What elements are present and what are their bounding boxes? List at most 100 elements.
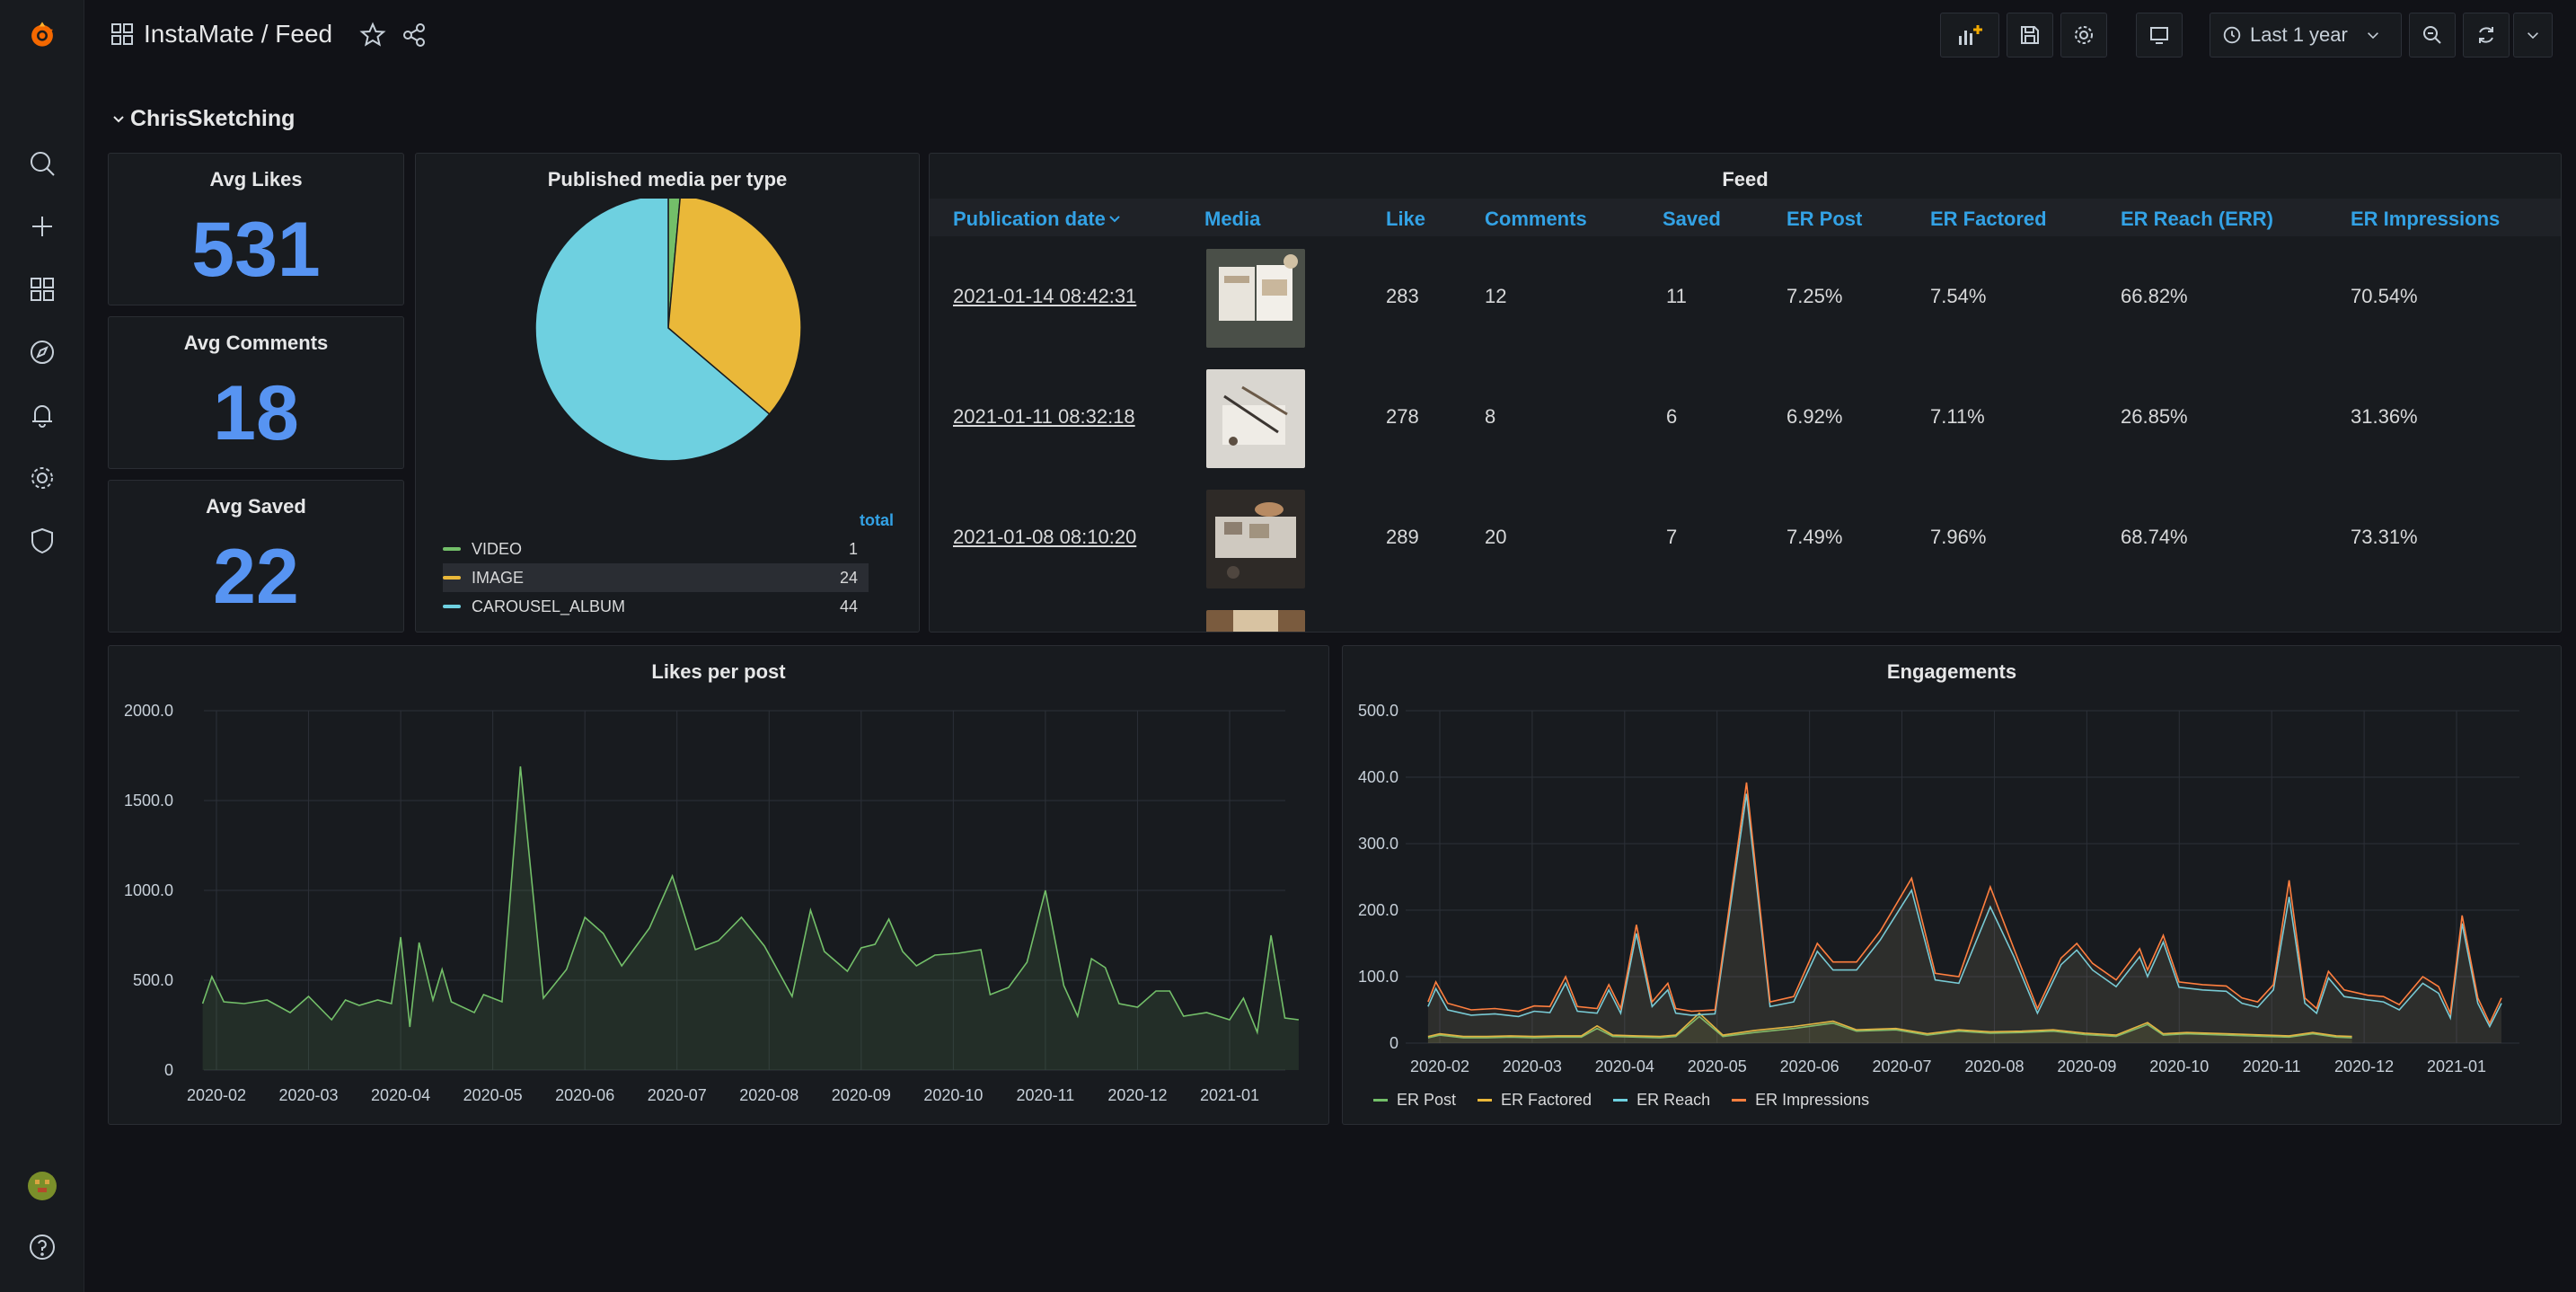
- avatar[interactable]: [24, 1168, 60, 1204]
- series-line[interactable]: [1427, 1015, 2352, 1039]
- panel-title: Engagements: [1886, 660, 2017, 683]
- column-header-comments[interactable]: Comments: [1485, 208, 1587, 230]
- table-cell-comments: 8: [1485, 405, 1496, 428]
- y-tick-label: 1500.0: [124, 792, 173, 810]
- engagements-chart: 0 100.0 200.0 300.0 400.0 500.0 2020-02 2020-03…: [1358, 702, 2519, 1075]
- column-header-er-impressions[interactable]: ER Impressions: [2351, 208, 2501, 230]
- column-header-publication-date[interactable]: Publication date: [953, 208, 1106, 230]
- stat-panel-avg-comments[interactable]: Avg Comments 18: [108, 316, 404, 469]
- legend-swatch: [1478, 1098, 1493, 1102]
- x-tick-label: 2020-07: [648, 1086, 707, 1104]
- series-line[interactable]: [1427, 1012, 2352, 1038]
- alert-bell-icon[interactable]: [24, 397, 60, 433]
- y-tick-label: 0: [164, 1061, 173, 1079]
- series-area: [1427, 793, 2501, 1043]
- pie-panel[interactable]: Published media per type total VIDEO 1 I…: [415, 153, 920, 633]
- zoom-out-icon: [2423, 26, 2441, 44]
- feed-table-panel[interactable]: Feed Publication date Media Like Comment…: [929, 153, 2562, 633]
- explore-icon[interactable]: [24, 334, 60, 370]
- table-cell-er-impressions: 70.54%: [2351, 285, 2418, 307]
- x-tick-label: 2020-06: [1780, 1057, 1839, 1075]
- table-cell-like: 283: [1386, 285, 1419, 307]
- add-panel-button[interactable]: [1940, 13, 1999, 58]
- column-header-er-factored[interactable]: ER Factored: [1930, 208, 2047, 230]
- series-line[interactable]: [201, 765, 1300, 1036]
- panel-title: Published media per type: [547, 168, 788, 190]
- pie-slice-image[interactable]: [667, 199, 802, 416]
- legend-swatch: [1373, 1098, 1388, 1102]
- share-icon[interactable]: [401, 22, 428, 49]
- legend-label: ER Factored: [1501, 1090, 1592, 1109]
- column-header-er-post[interactable]: ER Post: [1786, 208, 1863, 230]
- table-cell-like: 278: [1386, 405, 1419, 428]
- legend-item[interactable]: ER Impressions: [1732, 1091, 1869, 1110]
- likes-per-post-panel[interactable]: Likes per post 0 500.0 1000.0 1500.0 2000.0 2…: [108, 645, 1329, 1125]
- time-picker-button[interactable]: Last 1 year: [2210, 13, 2402, 58]
- row-title[interactable]: ChrisSketching: [130, 106, 296, 131]
- dashboard-settings-button[interactable]: [2060, 13, 2107, 58]
- zoom-out-button[interactable]: [2409, 13, 2456, 58]
- legend-value: 44: [839, 597, 858, 615]
- stat-panel-avg-saved[interactable]: Avg Saved 22: [108, 480, 404, 633]
- stat-panel-avg-likes[interactable]: Avg Likes 531: [108, 153, 404, 305]
- x-tick-label: 2020-05: [463, 1086, 523, 1104]
- series-line[interactable]: [1427, 782, 2502, 1025]
- legend-label: VIDEO: [472, 539, 523, 558]
- table-cell-date[interactable]: 2021-01-08 08:10:20: [953, 526, 1137, 548]
- series-line[interactable]: [1427, 793, 2502, 1029]
- star-icon[interactable]: [359, 22, 386, 49]
- legend-swatch: [443, 605, 461, 608]
- refresh-button[interactable]: [2463, 13, 2510, 58]
- refresh-interval-button[interactable]: [2513, 13, 2553, 58]
- pie-legend-item-video[interactable]: VIDEO 1: [443, 535, 869, 563]
- media-thumbnail[interactable]: [1206, 490, 1305, 588]
- plus-icon[interactable]: [24, 208, 60, 244]
- dashboards-icon[interactable]: [24, 271, 60, 307]
- x-tick-label: 2020-09: [832, 1086, 891, 1104]
- column-header-media[interactable]: Media: [1204, 208, 1261, 230]
- gear-icon[interactable]: [24, 460, 60, 496]
- legend-swatch: [1732, 1098, 1747, 1102]
- table-cell-like: 289: [1386, 526, 1419, 548]
- media-thumbnail[interactable]: [1206, 249, 1305, 348]
- pie-legend-header: total: [860, 511, 894, 529]
- x-tick-label: 2020-03: [1503, 1057, 1562, 1075]
- row-collapse-chevron-icon[interactable]: [111, 111, 126, 126]
- table-cell-er-reach: 66.82%: [2121, 285, 2188, 307]
- media-thumbnail[interactable]: [1206, 369, 1305, 468]
- panel-title: Avg Likes: [209, 168, 303, 190]
- x-tick-label: 2020-04: [371, 1086, 430, 1104]
- pie-legend-item-carousel-album[interactable]: CAROUSEL_ALBUM 44: [443, 592, 869, 621]
- y-tick-label: 1000.0: [124, 881, 173, 899]
- dashboard-title[interactable]: InstaMate / Feed: [144, 20, 333, 48]
- column-header-er-reach[interactable]: ER Reach (ERR): [2121, 208, 2273, 230]
- search-icon[interactable]: [24, 146, 60, 181]
- save-icon: [2021, 26, 2039, 44]
- save-dashboard-button[interactable]: [2007, 13, 2053, 58]
- pie-legend-item-image[interactable]: IMAGE 24: [443, 563, 869, 592]
- grafana-logo-icon[interactable]: [24, 16, 60, 52]
- table-cell-date[interactable]: 2021-01-11 08:32:18: [953, 405, 1135, 428]
- help-icon[interactable]: [24, 1229, 60, 1265]
- view-mode-button[interactable]: [2136, 13, 2183, 58]
- series-area: [1427, 1016, 2352, 1043]
- column-header-like[interactable]: Like: [1386, 208, 1426, 230]
- chevron-down-icon: [2367, 32, 2378, 40]
- y-tick-label: 2000.0: [124, 702, 173, 720]
- media-thumbnail[interactable]: [1206, 610, 1305, 632]
- pie-slice-carousel-album[interactable]: [534, 199, 771, 462]
- tv-icon: [2150, 27, 2168, 44]
- shield-icon[interactable]: [24, 523, 60, 559]
- legend-item[interactable]: ER Post: [1373, 1091, 1456, 1110]
- table-cell-er-impressions: 31.36%: [2351, 405, 2418, 428]
- sort-desc-icon[interactable]: [1107, 211, 1122, 226]
- legend-item[interactable]: ER Factored: [1478, 1091, 1592, 1110]
- table-cell-er-reach: 68.74%: [2121, 526, 2188, 548]
- table-cell-comments: 12: [1485, 285, 1507, 307]
- column-header-saved[interactable]: Saved: [1663, 208, 1721, 230]
- table-cell-date[interactable]: 2021-01-14 08:42:31: [953, 285, 1137, 307]
- legend-item[interactable]: ER Reach: [1613, 1091, 1710, 1110]
- x-tick-label: 2021-01: [2427, 1057, 2486, 1075]
- legend-label: IMAGE: [472, 568, 525, 587]
- engagements-panel[interactable]: Engagements 0 100.0 200.0 300.0 400.0 500.0 20…: [1342, 645, 2562, 1125]
